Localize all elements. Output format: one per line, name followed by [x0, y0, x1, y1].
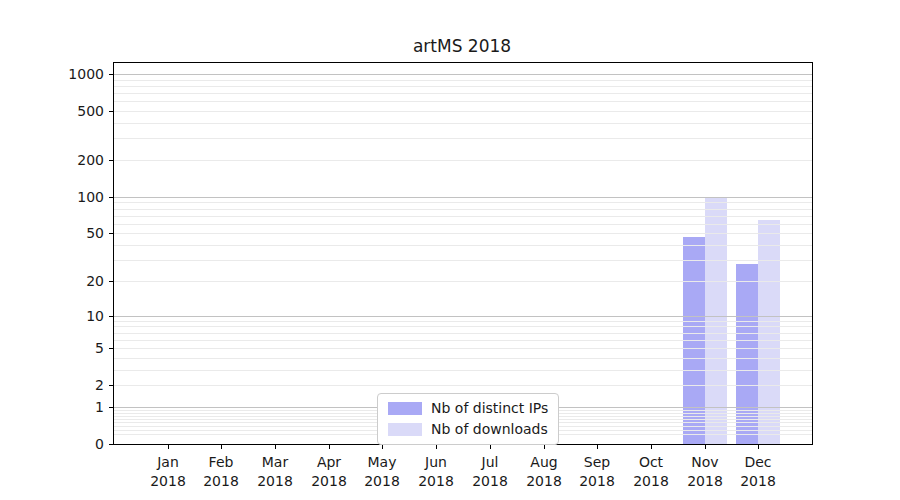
- gridline-2: [114, 385, 812, 386]
- gridline-200: [114, 160, 812, 161]
- gridline-20: [114, 281, 812, 282]
- gridline-400: [114, 123, 812, 124]
- y-tick-label-200: 200: [52, 153, 104, 167]
- y-tick-label-0: 0: [52, 437, 104, 451]
- gridline-10: [114, 316, 812, 317]
- legend-swatch-distinct-ips: [388, 402, 422, 415]
- x-tick-mark-nov: [705, 445, 706, 449]
- x-tick-mark-mar: [275, 445, 276, 449]
- gridline-90: [114, 202, 812, 203]
- x-tick-mark-oct: [651, 445, 652, 449]
- y-tick-mark-1: [109, 407, 113, 408]
- x-tick-label-dec: Dec2018: [726, 453, 790, 491]
- y-tick-label-1: 1: [52, 400, 104, 414]
- gridline-900: [114, 80, 812, 81]
- y-tick-mark-20: [109, 281, 113, 282]
- x-tick-mark-sep: [597, 445, 598, 449]
- y-tick-mark-100: [109, 197, 113, 198]
- gridline-100: [114, 197, 812, 198]
- chart-figure: artMS 2018 01251020501002005001000 Jan20…: [0, 0, 900, 500]
- x-tick-mark-jan: [168, 445, 169, 449]
- y-tick-label-5: 5: [52, 341, 104, 355]
- gridline-8: [114, 326, 812, 327]
- gridline-80: [114, 209, 812, 210]
- gridline-600: [114, 101, 812, 102]
- bar-dec-distinct-ips: [736, 264, 758, 444]
- gridline-7: [114, 333, 812, 334]
- y-tick-label-50: 50: [52, 226, 104, 240]
- y-tick-mark-5: [109, 348, 113, 349]
- legend-label-downloads: Nb of downloads: [431, 422, 548, 437]
- gridline-1000: [114, 74, 812, 75]
- x-tick-mark-may: [382, 445, 383, 449]
- gridline-40: [114, 245, 812, 246]
- legend-label-distinct-ips: Nb of distinct IPs: [431, 401, 548, 416]
- y-tick-mark-0: [109, 444, 113, 445]
- x-tick-mark-jul: [490, 445, 491, 449]
- legend: Nb of distinct IPs Nb of downloads: [377, 393, 559, 445]
- x-tick-mark-jun: [436, 445, 437, 449]
- y-tick-label-1000: 1000: [52, 67, 104, 81]
- gridline-9: [114, 321, 812, 322]
- gridline-300: [114, 138, 812, 139]
- y-tick-mark-500: [109, 111, 113, 112]
- gridline-800: [114, 86, 812, 87]
- y-tick-mark-10: [109, 316, 113, 317]
- gridline-6: [114, 340, 812, 341]
- x-tick-mark-dec: [758, 445, 759, 449]
- x-tick-mark-feb: [221, 445, 222, 449]
- y-tick-label-100: 100: [52, 190, 104, 204]
- gridline-3: [114, 370, 812, 371]
- y-tick-label-500: 500: [52, 104, 104, 118]
- gridline-60: [114, 224, 812, 225]
- chart-title: artMS 2018: [113, 36, 811, 56]
- gridline-500: [114, 111, 812, 112]
- y-tick-label-2: 2: [52, 378, 104, 392]
- legend-item-downloads: Nb of downloads: [388, 422, 548, 437]
- gridline-30: [114, 260, 812, 261]
- y-tick-mark-200: [109, 160, 113, 161]
- y-tick-label-10: 10: [52, 309, 104, 323]
- y-tick-mark-50: [109, 233, 113, 234]
- y-tick-mark-1000: [109, 74, 113, 75]
- x-tick-mark-aug: [544, 445, 545, 449]
- gridline-700: [114, 93, 812, 94]
- plot-area: 01251020501002005001000 Jan2018Feb2018Ma…: [113, 62, 813, 445]
- y-tick-mark-2: [109, 385, 113, 386]
- y-tick-label-20: 20: [52, 274, 104, 288]
- gridline-5: [114, 348, 812, 349]
- gridline-4: [114, 358, 812, 359]
- x-tick-mark-apr: [329, 445, 330, 449]
- gridline-70: [114, 216, 812, 217]
- legend-swatch-downloads: [388, 423, 422, 436]
- gridline-50: [114, 233, 812, 234]
- legend-item-distinct-ips: Nb of distinct IPs: [388, 401, 548, 416]
